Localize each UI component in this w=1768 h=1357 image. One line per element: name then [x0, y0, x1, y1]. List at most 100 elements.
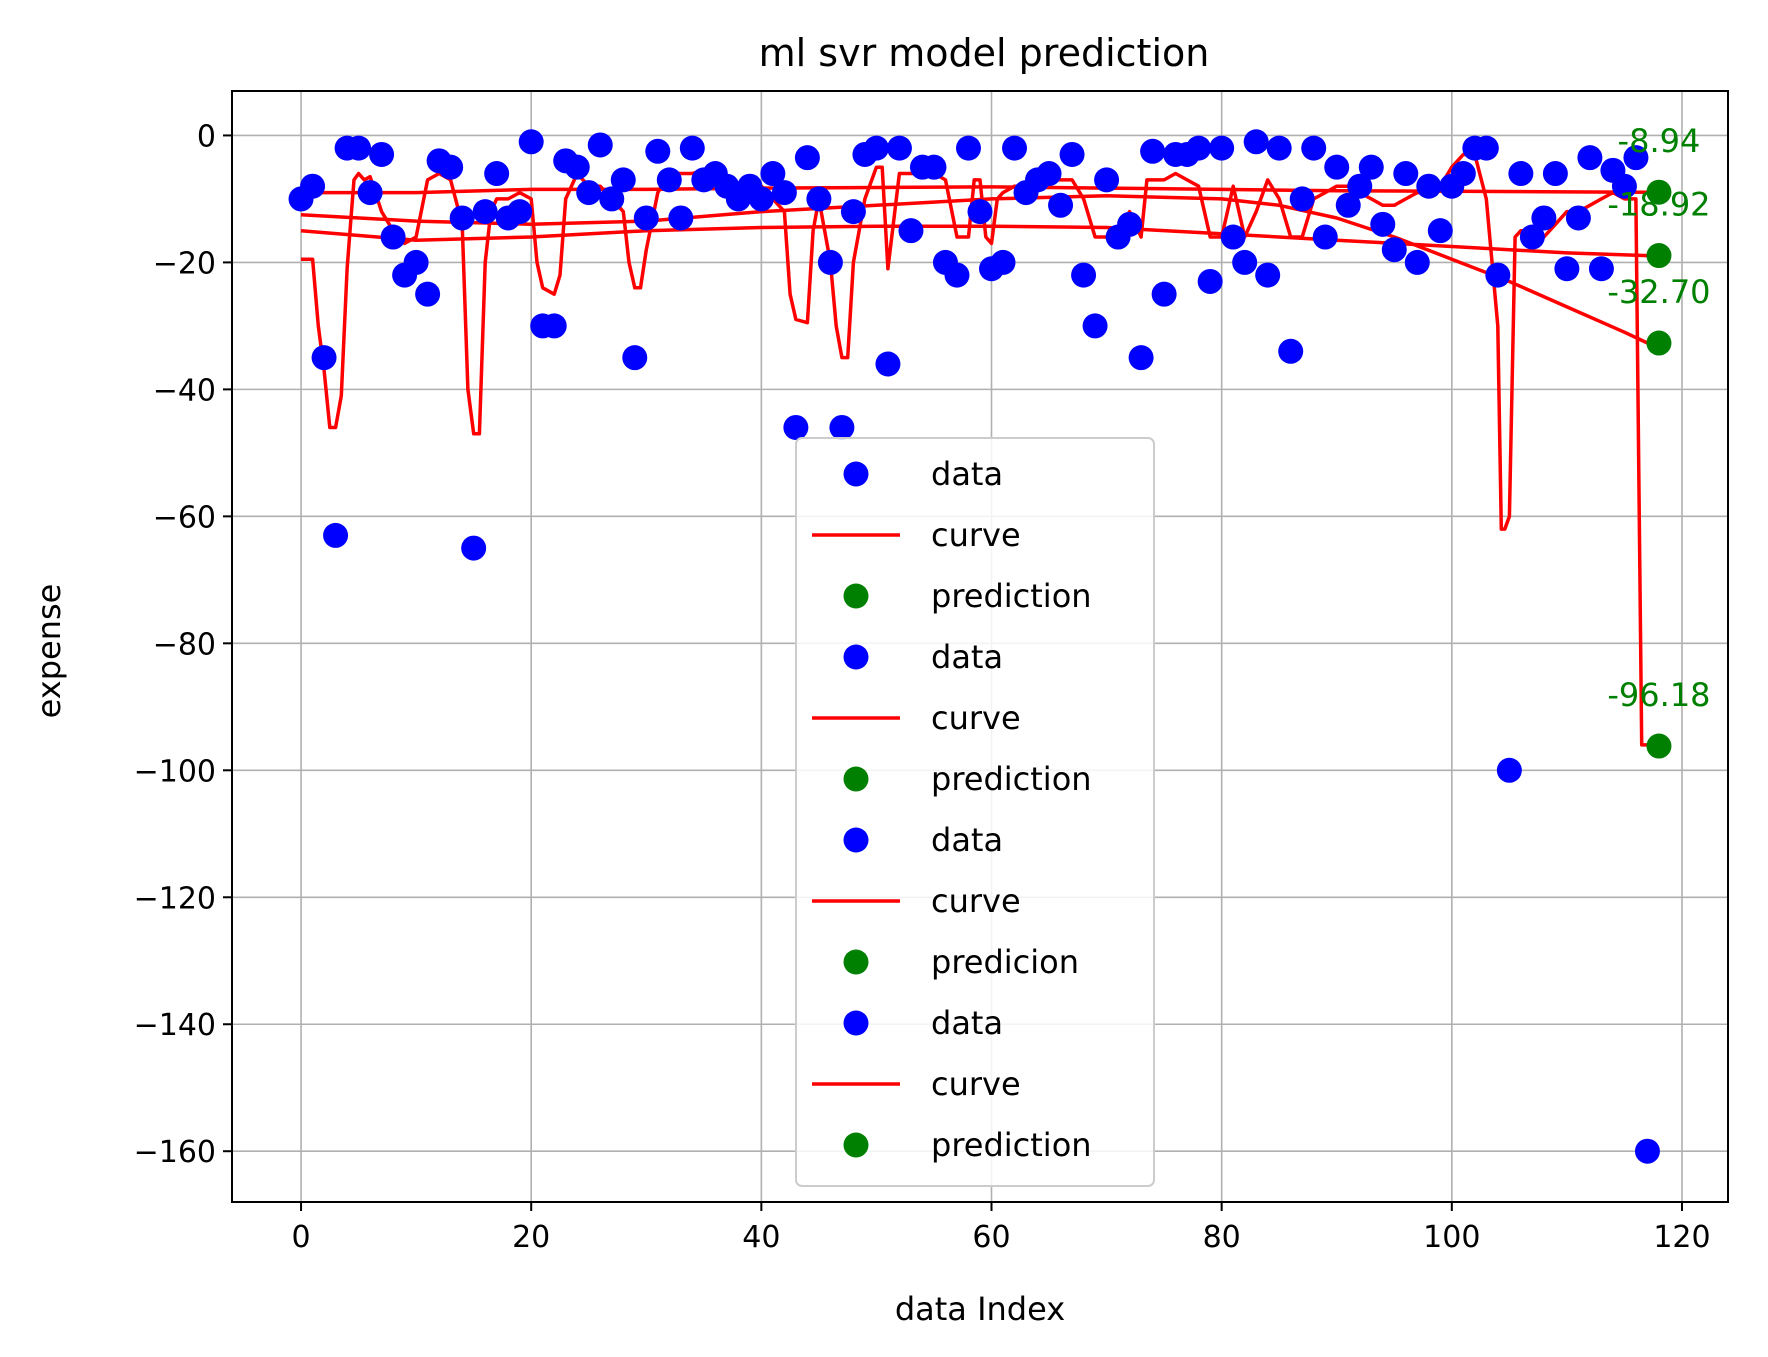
data-point [323, 522, 349, 548]
data-point [1151, 281, 1177, 307]
legend: data curve prediction data curve prediction da… [795, 437, 1155, 1187]
data-point [967, 199, 993, 225]
data-point [748, 186, 774, 212]
data-point [1554, 256, 1580, 282]
y-tick-label: −140 [134, 1008, 216, 1043]
data-point [1002, 135, 1028, 161]
data-point [1220, 224, 1246, 250]
y-tick-label: −80 [153, 627, 216, 662]
data-point [1266, 135, 1292, 161]
prediction-label: -96.18 [1607, 676, 1710, 714]
legend-label: curve [931, 699, 1021, 737]
data-point [564, 154, 590, 180]
curve-line [300, 224, 1648, 258]
data-point [794, 145, 820, 171]
curve-line [300, 194, 1649, 345]
data-point [622, 345, 648, 371]
data-point [1255, 262, 1281, 288]
legend-marker-dot [843, 461, 869, 487]
data-point [1232, 249, 1258, 275]
prediction-label: -8.94 [1618, 122, 1701, 160]
data-point [1496, 757, 1522, 783]
data-point [403, 249, 429, 275]
data-point [806, 186, 832, 212]
data-point [461, 535, 487, 561]
legend-label: data [931, 638, 1003, 676]
y-tick-label: −40 [153, 373, 216, 408]
prediction-point [1646, 243, 1672, 269]
data-point [1094, 167, 1120, 193]
data-point [668, 205, 694, 231]
data-point [1404, 249, 1430, 275]
data-point [1577, 145, 1603, 171]
y-tick-label: −160 [134, 1135, 216, 1170]
prediction-label: -18.92 [1607, 186, 1710, 224]
data-point [300, 173, 326, 199]
legend-label: curve [931, 1065, 1021, 1103]
data-point [1289, 186, 1315, 212]
data-point [1071, 262, 1097, 288]
x-tick-label: 40 [742, 1220, 780, 1255]
legend-marker-dot [843, 583, 869, 609]
data-point [1128, 345, 1154, 371]
data-point [840, 199, 866, 225]
data-point [1301, 135, 1327, 161]
data-point [1381, 237, 1407, 263]
y-axis-label: expense [30, 584, 68, 719]
data-point [1335, 192, 1361, 218]
legend-marker-dot [843, 1132, 869, 1158]
data-point [863, 135, 889, 161]
legend-label: prediction [931, 760, 1092, 798]
legend-label: curve [931, 516, 1021, 554]
data-point [1393, 161, 1419, 187]
x-tick-label: 60 [972, 1220, 1010, 1255]
data-point [357, 180, 383, 206]
legend-label: curve [931, 882, 1021, 920]
data-point [783, 414, 809, 440]
data-point [944, 262, 970, 288]
legend-marker-dot [843, 766, 869, 792]
data-point [1508, 161, 1534, 187]
data-point [1634, 1138, 1660, 1164]
data-point [484, 161, 510, 187]
x-tick-label: 20 [512, 1220, 550, 1255]
x-tick-label: 120 [1653, 1220, 1710, 1255]
data-point [1370, 211, 1396, 237]
data-point [817, 249, 843, 275]
data-point [1278, 338, 1304, 364]
data-point [1588, 256, 1614, 282]
data-point [921, 154, 947, 180]
data-point [1623, 145, 1649, 171]
data-point [1473, 135, 1499, 161]
data-point [380, 224, 406, 250]
legend-marker-dot [843, 1010, 869, 1036]
data-point [1485, 262, 1511, 288]
data-point [415, 281, 441, 307]
data-point [1416, 173, 1442, 199]
data-point [518, 129, 544, 155]
prediction-point [1646, 733, 1672, 759]
data-point [1197, 268, 1223, 294]
legend-marker-dot [843, 827, 869, 853]
data-point [829, 414, 855, 440]
curve-line [301, 152, 1648, 747]
legend-box [795, 437, 1155, 1187]
data-point [541, 313, 567, 339]
data-point [1048, 192, 1074, 218]
data-point [346, 135, 372, 161]
chart-title: ml svr model prediction [759, 31, 1210, 75]
y-tick-label: 0 [197, 119, 216, 154]
data-point [1519, 224, 1545, 250]
data-point [599, 186, 625, 212]
prediction-label: -32.70 [1607, 273, 1710, 311]
data-point [1243, 129, 1269, 155]
y-tick-label: −100 [134, 754, 216, 789]
y-axis-ticks: 0 −20 −40 −60 −80 −100 −120 −140 −160 [134, 119, 232, 1170]
data-point [576, 180, 602, 206]
legend-label: prediction [931, 1126, 1092, 1164]
legend-label: predicion [931, 943, 1079, 981]
data-point [645, 138, 671, 164]
data-point [472, 199, 498, 225]
x-axis-ticks: 0 20 40 60 80 100 120 [291, 1202, 1711, 1255]
